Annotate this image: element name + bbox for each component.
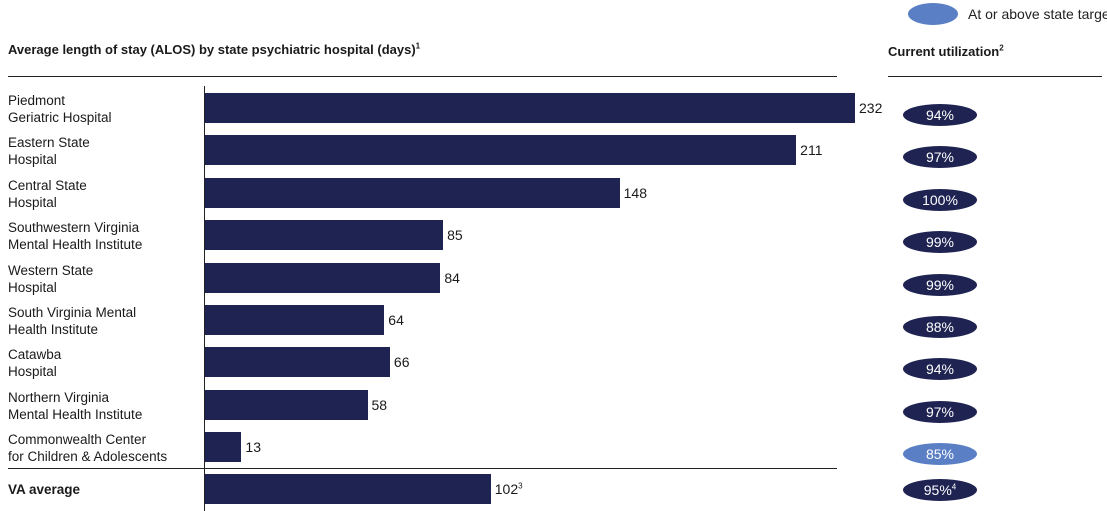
- utilization-pill: 85%: [903, 443, 977, 466]
- bar: [205, 432, 242, 463]
- bar-value-label: 58: [371, 396, 388, 413]
- chart-title-text: Average length of stay (ALOS) by state p…: [8, 42, 416, 57]
- bar-value-label: 13: [245, 439, 261, 456]
- bar-value-label: 85: [447, 227, 463, 244]
- category-label: Piedmont Geriatric Hospital: [8, 93, 112, 125]
- category-label: Central State Hospital: [8, 177, 87, 210]
- bar: [205, 305, 385, 335]
- average-separator-rule: [8, 468, 837, 469]
- chart-title-footnote: 1: [415, 41, 421, 51]
- average-utilization-footnote: 4: [951, 482, 957, 492]
- utilization-title-text: Current utilization: [888, 44, 1000, 59]
- category-label: Commonwealth Center for Children & Adole…: [8, 432, 168, 465]
- bar: [205, 220, 444, 251]
- utilization-pill: 97%: [903, 146, 977, 169]
- bar-value-label: 64: [388, 312, 404, 328]
- category-label: Northern Virginia Mental Health Institut…: [8, 389, 143, 422]
- utilization-pill: 94%: [903, 104, 977, 126]
- bar: [205, 262, 441, 293]
- bar-value-label: 84: [444, 269, 460, 286]
- category-label: Eastern State Hospital: [8, 135, 90, 168]
- legend: At or above state target: [908, 3, 1107, 25]
- average-label: VA average: [8, 482, 81, 497]
- category-label: South Virginia Mental Health Institute: [8, 305, 137, 337]
- utilization-pill: 99%: [903, 273, 977, 296]
- bar: [205, 177, 620, 208]
- average-value-footnote: 3: [518, 481, 523, 491]
- average-value-label: 1023: [494, 481, 523, 497]
- average-utilization-pill: 95%4: [903, 479, 977, 501]
- average-bar: [205, 474, 491, 504]
- bar: [205, 135, 797, 166]
- category-axis: [204, 86, 205, 511]
- category-label: Catawba Hospital: [8, 347, 62, 380]
- utilization-title: Current utilization2: [888, 44, 1004, 59]
- bar: [205, 93, 855, 123]
- bar-value-label: 232: [859, 100, 883, 116]
- legend-label: At or above state target: [968, 6, 1107, 22]
- utilization-pill: 94%: [903, 358, 977, 381]
- bar: [205, 347, 390, 378]
- bar: [205, 389, 368, 420]
- utilization-title-footnote: 2: [999, 43, 1004, 53]
- utilization-pill: 88%: [903, 316, 977, 338]
- utilization-title-rule: [888, 76, 1102, 77]
- chart-title: Average length of stay (ALOS) by state p…: [8, 42, 420, 57]
- legend-swatch: [908, 3, 958, 25]
- category-label: Southwestern Virginia Mental Health Inst…: [8, 220, 143, 253]
- bar-value-label: 66: [393, 354, 410, 371]
- bar-value-label: 211: [800, 142, 823, 159]
- title-rule: [8, 76, 837, 77]
- utilization-pill: 97%: [903, 400, 977, 423]
- category-label: Western State Hospital: [8, 262, 94, 295]
- utilization-pill: 100%: [903, 188, 977, 211]
- utilization-pill: 99%: [903, 231, 977, 254]
- bar-value-label: 148: [623, 184, 647, 201]
